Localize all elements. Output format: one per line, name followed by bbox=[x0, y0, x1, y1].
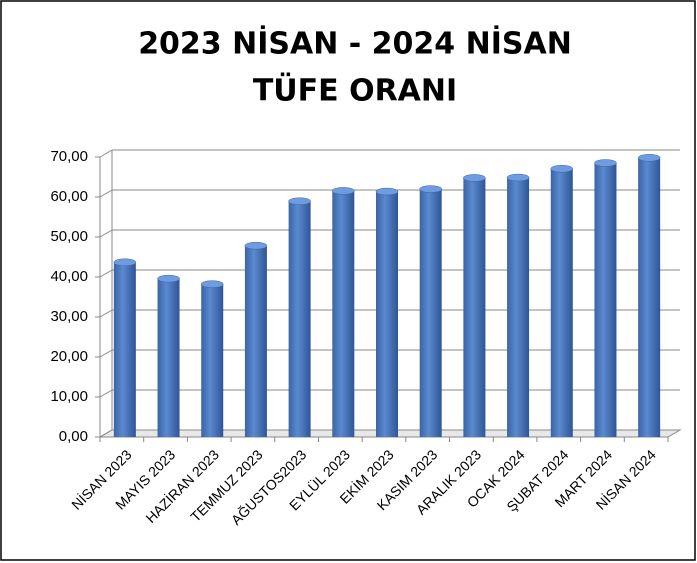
chart-title: 2023 NİSAN - 2024 NİSAN bbox=[138, 26, 572, 62]
bar-top bbox=[113, 258, 137, 267]
bar bbox=[550, 168, 573, 437]
bar bbox=[288, 201, 311, 437]
bar bbox=[244, 245, 267, 437]
grid-line bbox=[99, 389, 113, 398]
bar-top bbox=[332, 187, 355, 195]
y-tick-label: 0,00 bbox=[59, 428, 88, 445]
bar-top bbox=[637, 154, 661, 162]
y-tick-label: 70,00 bbox=[50, 148, 88, 165]
y-tick-label: 60,00 bbox=[50, 188, 88, 205]
grid-line bbox=[99, 149, 113, 158]
bar-top bbox=[200, 280, 224, 288]
bar bbox=[332, 190, 355, 437]
bar bbox=[157, 278, 180, 437]
chart-title: TÜFE ORANI bbox=[253, 72, 457, 109]
bar bbox=[419, 189, 442, 437]
grid-line bbox=[99, 269, 113, 278]
bar-top bbox=[288, 197, 311, 205]
bar bbox=[201, 284, 224, 437]
y-tick-label: 40,00 bbox=[50, 268, 88, 285]
y-tick-label: 30,00 bbox=[50, 308, 88, 325]
bar-top bbox=[506, 173, 530, 182]
bar-top bbox=[463, 174, 486, 182]
y-tick-label: 50,00 bbox=[50, 228, 88, 245]
y-tick-label: 10,00 bbox=[50, 388, 88, 405]
bar bbox=[507, 177, 530, 437]
bar bbox=[376, 191, 398, 437]
grid-line bbox=[99, 349, 113, 358]
grid-line bbox=[99, 189, 113, 198]
y-tick-label: 20,00 bbox=[50, 348, 88, 365]
bar-top bbox=[244, 241, 268, 250]
bar bbox=[463, 177, 486, 438]
bar bbox=[594, 163, 617, 437]
grid-line bbox=[99, 229, 113, 238]
bar bbox=[638, 157, 661, 438]
grid-line bbox=[99, 309, 113, 318]
bar-top bbox=[419, 185, 442, 193]
bar-top bbox=[594, 159, 617, 167]
bar-top bbox=[375, 187, 399, 196]
grid-line bbox=[99, 429, 113, 438]
bar bbox=[113, 262, 136, 437]
bar-top bbox=[157, 274, 180, 283]
bar-top bbox=[550, 164, 574, 173]
